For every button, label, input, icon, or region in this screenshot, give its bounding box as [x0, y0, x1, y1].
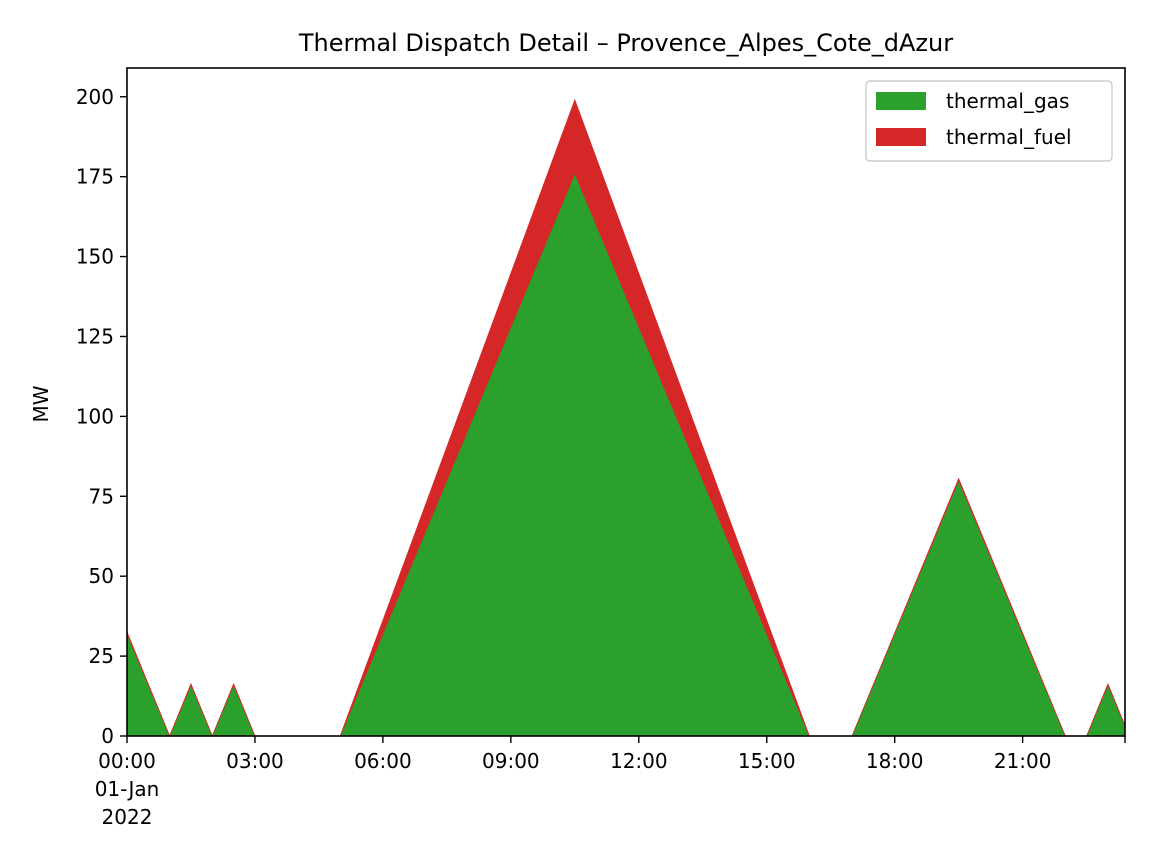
area-series-group	[127, 98, 1125, 736]
y-tick-label: 100	[76, 404, 114, 428]
chart-title: Thermal Dispatch Detail – Provence_Alpes…	[298, 29, 953, 57]
x-tick-label: 00:00	[98, 749, 156, 773]
area-thermal-fuel	[127, 98, 1125, 736]
y-tick-label: 50	[89, 564, 114, 588]
y-tick-label: 75	[89, 484, 114, 508]
x-tick-label: 15:00	[738, 749, 796, 773]
legend: thermal_gas thermal_fuel	[865, 80, 1113, 162]
y-tick-label: 200	[76, 85, 114, 109]
y-tick-label: 25	[89, 644, 114, 668]
y-tick-label: 175	[76, 165, 114, 189]
x-tick-label: 01-Jan	[95, 777, 160, 801]
y-tick-label: 0	[101, 724, 114, 748]
y-tick-label: 125	[76, 324, 114, 348]
x-tick-label: 2022	[102, 805, 153, 829]
y-tick-label: 150	[76, 245, 114, 269]
legend-swatch-thermal-fuel	[876, 128, 926, 146]
x-tick-label: 18:00	[866, 749, 924, 773]
legend-label-thermal-gas: thermal_gas	[946, 89, 1069, 113]
legend-swatch-thermal-gas	[876, 92, 926, 110]
x-tick-label: 09:00	[482, 749, 540, 773]
x-tick-label: 06:00	[354, 749, 412, 773]
legend-label-thermal-fuel: thermal_fuel	[946, 125, 1072, 149]
x-tick-label: 03:00	[226, 749, 284, 773]
legend-box	[865, 80, 1113, 162]
y-axis-label: MW	[29, 385, 53, 422]
plot-frame	[126, 67, 1126, 737]
x-tick-label: 12:00	[610, 749, 668, 773]
axes-group: 0 25 50 75 100 125 150 175 200 00:00 01-Jan 2022 03:…	[76, 67, 1126, 829]
x-tick-label: 21:00	[994, 749, 1052, 773]
